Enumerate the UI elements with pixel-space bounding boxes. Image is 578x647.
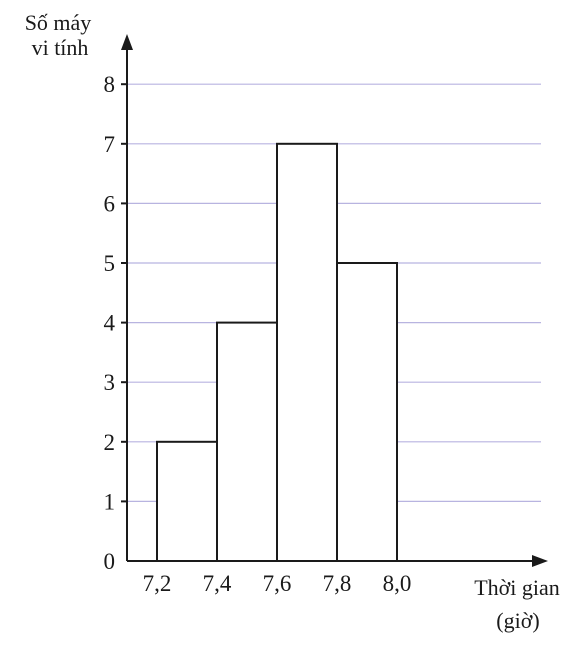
x-tick-label: 8,0 xyxy=(383,571,412,596)
x-axis-label-line-2: (giờ) xyxy=(496,608,539,633)
x-tick-label: 7,6 xyxy=(263,571,292,596)
x-tick-label: 7,8 xyxy=(323,571,352,596)
histogram-bar xyxy=(216,321,278,562)
y-tick-label: 1 xyxy=(104,489,116,514)
y-tick-labels: 0 1 2 3 4 5 6 7 8 xyxy=(104,72,127,574)
x-tick-label: 7,4 xyxy=(203,571,232,596)
y-axis-arrow-icon xyxy=(121,34,133,50)
y-axis-label-line-2: vi tính xyxy=(32,35,89,60)
x-axis-label-line-1: Thời gian xyxy=(474,575,560,600)
x-axis-arrow-icon xyxy=(532,555,548,567)
histogram-bar xyxy=(156,440,218,562)
y-tick-label: 5 xyxy=(104,251,116,276)
y-tick-label: 7 xyxy=(104,132,116,157)
y-tick-label: 6 xyxy=(104,191,116,216)
y-tick-label: 8 xyxy=(104,72,116,97)
y-axis-label-line-1: Số máy xyxy=(25,10,92,35)
y-tick-label: 0 xyxy=(104,549,116,574)
y-tick-label: 3 xyxy=(104,370,116,395)
x-tick-labels: 7,2 7,4 7,6 7,8 8,0 xyxy=(143,571,412,596)
histogram-bar xyxy=(336,262,398,562)
axes xyxy=(121,34,548,567)
histogram-bar xyxy=(276,142,338,563)
x-tick-label: 7,2 xyxy=(143,571,172,596)
histogram-bars xyxy=(156,142,398,563)
y-tick-label: 2 xyxy=(104,430,116,455)
y-tick-label: 4 xyxy=(104,311,116,336)
